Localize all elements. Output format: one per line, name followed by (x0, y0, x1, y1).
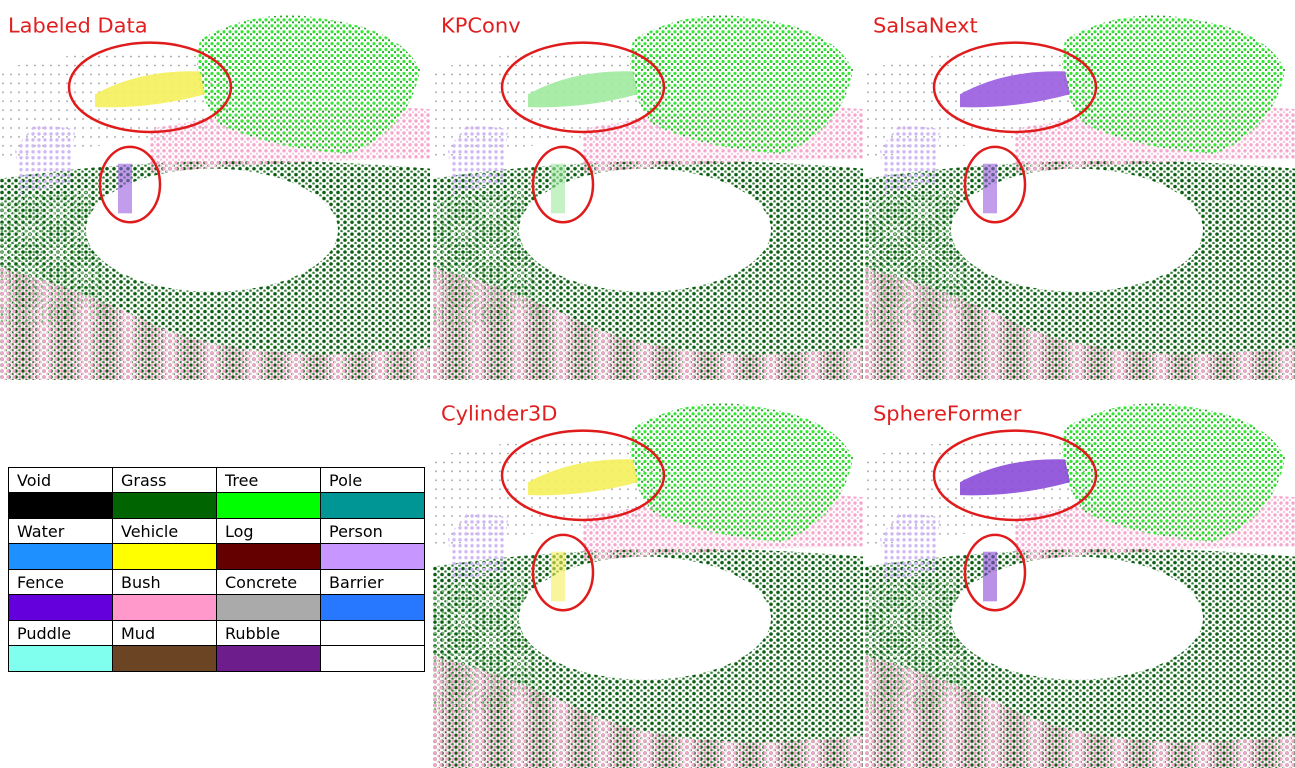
panel-title: SalsaNext (873, 14, 978, 38)
legend-swatch (9, 493, 113, 519)
legend-swatch (217, 646, 321, 672)
pedestrian-points (551, 164, 565, 214)
legend-label: Vehicle (113, 519, 217, 544)
legend-swatch (113, 493, 217, 519)
point-cloud-panel: KPConv (433, 0, 863, 380)
panel-title: KPConv (441, 14, 521, 38)
legend-swatch-row (9, 544, 425, 570)
legend-swatch (321, 544, 425, 570)
point-cloud-panel: Cylinder3D (433, 388, 863, 768)
panel-title: Cylinder3D (441, 402, 557, 426)
legend-label: Tree (217, 468, 321, 493)
legend-label: Grass (113, 468, 217, 493)
legend-swatch (9, 544, 113, 570)
legend-label: Log (217, 519, 321, 544)
legend-label: Concrete (217, 570, 321, 595)
legend-swatch (217, 493, 321, 519)
pedestrian-points (551, 552, 565, 602)
panel-title: Labeled Data (8, 14, 148, 38)
legend-label: Barrier (321, 570, 425, 595)
page: VoidGrassTreePole WaterVehicleLogPerson Fe… (0, 0, 1295, 764)
legend-swatch (9, 595, 113, 621)
legend-label: Void (9, 468, 113, 493)
legend-swatch (113, 544, 217, 570)
legend-label: Rubble (217, 621, 321, 646)
legend-swatch (217, 595, 321, 621)
legend-empty (321, 646, 425, 672)
pedestrian-points (983, 164, 997, 214)
legend-swatch-row (9, 646, 425, 672)
legend-label: Person (321, 519, 425, 544)
pedestrian-points (118, 164, 132, 214)
legend-label: Water (9, 519, 113, 544)
legend-label: Puddle (9, 621, 113, 646)
legend-empty (321, 621, 425, 646)
legend-swatch (113, 595, 217, 621)
legend-swatch (217, 544, 321, 570)
legend-swatch (9, 646, 113, 672)
point-cloud-panel: Labeled Data (0, 0, 430, 380)
point-cloud-panel: SphereFormer (865, 388, 1295, 768)
legend-swatch-row (9, 493, 425, 519)
legend-label: Fence (9, 570, 113, 595)
legend-swatch (321, 595, 425, 621)
legend-swatch (321, 493, 425, 519)
point-cloud-panel: SalsaNext (865, 0, 1295, 380)
pedestrian-points (983, 552, 997, 602)
legend-swatch-row (9, 595, 425, 621)
legend-swatch (113, 646, 217, 672)
panel-title: SphereFormer (873, 402, 1022, 426)
legend-label: Bush (113, 570, 217, 595)
legend-label: Pole (321, 468, 425, 493)
legend-label: Mud (113, 621, 217, 646)
